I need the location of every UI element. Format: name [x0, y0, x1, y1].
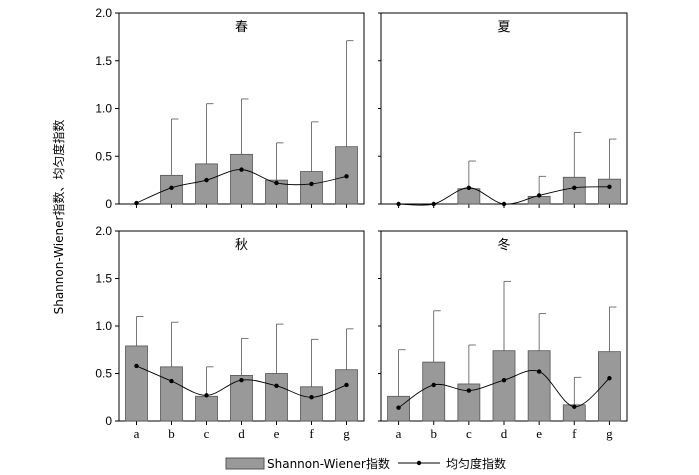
evenness-point	[572, 185, 577, 190]
evenness-point	[309, 395, 314, 400]
y-tick-label: 0.5	[95, 367, 112, 381]
evenness-point	[431, 201, 436, 207]
evenness-point	[536, 193, 542, 198]
legend: Shannon-Wiener指数 均匀度指数	[225, 456, 506, 471]
evenness-point	[204, 393, 209, 398]
evenness-point	[134, 200, 139, 206]
x-tick-label: a	[134, 426, 140, 441]
x-tick-label: d	[501, 426, 508, 441]
bar	[300, 171, 323, 205]
evenness-point	[134, 363, 139, 369]
x-tick-label: g	[343, 426, 350, 441]
evenness-point	[274, 180, 279, 186]
evenness-point	[501, 377, 507, 383]
evenness-point	[396, 405, 401, 410]
bar	[598, 178, 621, 205]
panel-1: 0 0.5 1.0 1.5 2.0 春	[95, 6, 365, 211]
x-tick-label: e	[536, 426, 542, 441]
panel-3: 0 0.5 1.0 1.5 2.0 a b c d e f g 秋	[95, 224, 365, 441]
bar	[195, 395, 218, 422]
y-tick-label: 0.5	[95, 149, 112, 163]
bar	[160, 366, 183, 422]
evenness-point	[169, 185, 174, 190]
season-label: 夏	[497, 20, 510, 35]
x-tick-label: d	[238, 426, 245, 441]
x-tick-label: b	[430, 426, 437, 441]
y-tick-label: 2.0	[95, 224, 112, 238]
evenness-point	[309, 181, 314, 187]
panels: 0 0.5 1.0 1.5 2.0 春 夏 0 0.5 1.0 1.5 2.0 a b c d e f g 秋 a b c d…	[95, 6, 628, 441]
bar	[492, 350, 516, 422]
y-tick-label: 1.5	[95, 272, 112, 286]
bar	[125, 345, 148, 422]
bar	[265, 373, 288, 422]
evenness-point	[274, 383, 279, 389]
y-tick-label: 2.0	[95, 6, 112, 20]
evenness-point	[572, 404, 577, 409]
x-tick-label: f	[309, 426, 314, 441]
bar	[422, 361, 446, 422]
bar	[335, 369, 358, 422]
evenness-point	[239, 167, 244, 172]
x-tick-label: g	[606, 426, 613, 441]
evenness-point	[466, 388, 472, 393]
legend-bar-label: Shannon-Wiener指数	[267, 456, 390, 471]
bar	[230, 153, 253, 205]
evenness-point	[204, 177, 209, 183]
evenness-point	[607, 184, 612, 190]
legend-line-label: 均匀度指数	[446, 456, 506, 471]
evenness-point	[501, 201, 507, 207]
legend-line-marker	[416, 460, 422, 466]
evenness-point	[239, 377, 244, 383]
x-tick-label: b	[168, 426, 175, 441]
bar	[300, 386, 323, 422]
panel-4: a b c d e f g 冬	[378, 230, 628, 441]
evenness-point	[169, 378, 174, 384]
x-tick-label: f	[572, 426, 577, 441]
y-tick-label: 1.0	[95, 102, 112, 116]
y-tick-label: 1.5	[95, 54, 112, 68]
y-tick-label: 0	[105, 414, 112, 428]
season-label: 冬	[497, 237, 510, 253]
bar	[457, 188, 481, 205]
evenness-point	[396, 201, 401, 207]
season-label: 春	[235, 20, 248, 35]
bar	[527, 350, 551, 422]
evenness-point	[344, 174, 349, 179]
x-tick-label: c	[466, 426, 472, 441]
y-tick-label: 0	[105, 197, 112, 211]
y-tick-label: 1.0	[95, 319, 112, 333]
evenness-point	[466, 185, 472, 190]
evenness-point	[607, 376, 612, 381]
x-tick-label: c	[204, 426, 210, 441]
y-axis-label: Shannon-Wiener指数、均匀度指数	[51, 120, 66, 315]
bar	[195, 163, 218, 205]
evenness-point	[344, 382, 349, 388]
legend-bar-swatch	[225, 457, 265, 470]
plot-frame	[380, 12, 628, 205]
bar	[562, 176, 586, 205]
x-tick-label: e	[274, 426, 280, 441]
x-tick-label: a	[396, 426, 402, 441]
evenness-point	[536, 369, 542, 374]
panel-2: 夏	[378, 12, 628, 208]
season-label: 秋	[235, 238, 248, 253]
evenness-point	[431, 382, 436, 388]
